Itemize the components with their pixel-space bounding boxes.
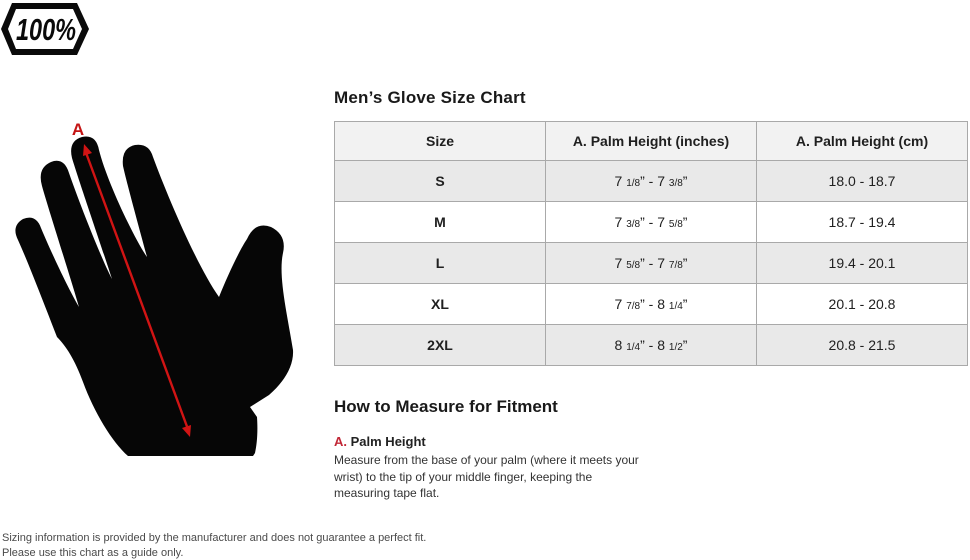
table-row: XL 7 7/8” - 8 1/4” 20.1 - 20.8	[334, 283, 968, 325]
measurement-label-a: A	[72, 120, 84, 139]
measurement-arrow-line	[83, 149, 191, 433]
cell-palm-height-cm: 19.4 - 20.1	[756, 242, 968, 284]
disclaimer-line-2: Please use this chart as a guide only.	[2, 547, 184, 560]
glove-measurement-diagram: A	[15, 120, 294, 457]
table-header-row: Size A. Palm Height (inches) A. Palm Hei…	[334, 121, 968, 161]
table-row: L 7 5/8” - 7 7/8” 19.4 - 20.1	[334, 242, 968, 284]
how-to-measure-title: How to Measure for Fitment	[334, 397, 558, 416]
logo-hexagon-inner	[8, 9, 82, 49]
table-row: 2XL 8 1/4” - 8 1/2” 20.8 - 21.5	[334, 324, 968, 366]
cell-palm-height-inches: 8 1/4” - 8 1/2”	[545, 324, 757, 366]
glove-silhouette	[15, 136, 294, 457]
size-chart-table: Size A. Palm Height (inches) A. Palm Hei…	[334, 121, 968, 366]
size-chart-title: Men’s Glove Size Chart	[334, 88, 526, 107]
measure-item-letter: A.	[334, 434, 347, 449]
cell-palm-height-cm: 18.0 - 18.7	[756, 160, 968, 202]
how-to-measure-section: How to Measure for Fitment A. Palm Heigh…	[334, 397, 968, 502]
measure-item-description: Measure from the base of your palm (wher…	[334, 453, 639, 501]
cell-palm-height-inches: 7 7/8” - 8 1/4”	[545, 283, 757, 325]
measurement-arrowhead-top	[83, 144, 92, 156]
cell-size: L	[334, 242, 546, 284]
cell-palm-height-cm: 20.1 - 20.8	[756, 283, 968, 325]
logo-text: 100%	[16, 12, 76, 47]
table-row: M 7 3/8” - 7 5/8” 18.7 - 19.4	[334, 201, 968, 243]
cell-size: XL	[334, 283, 546, 325]
brand-logo-100percent: 100%	[1, 3, 89, 55]
cell-palm-height-inches: 7 3/8” - 7 5/8”	[545, 201, 757, 243]
cell-palm-height-inches: 7 1/8” - 7 3/8”	[545, 160, 757, 202]
measure-item-palm-height: A. Palm Height	[334, 434, 968, 449]
cell-size: 2XL	[334, 324, 546, 366]
cell-size: M	[334, 201, 546, 243]
column-header-palm-height-inches: A. Palm Height (inches)	[545, 121, 757, 161]
measure-item-label: Palm Height	[350, 434, 426, 449]
table-row: S 7 1/8” - 7 3/8” 18.0 - 18.7	[334, 160, 968, 202]
column-header-palm-height-cm: A. Palm Height (cm)	[756, 121, 968, 161]
cell-palm-height-cm: 20.8 - 21.5	[756, 324, 968, 366]
cell-palm-height-inches: 7 5/8” - 7 7/8”	[545, 242, 757, 284]
size-chart-content: Men’s Glove Size Chart Size A. Palm Heig…	[334, 88, 968, 502]
column-header-size: Size	[334, 121, 546, 161]
disclaimer-line-1: Sizing information is provided by the ma…	[2, 532, 427, 544]
cell-size: S	[334, 160, 546, 202]
cell-palm-height-cm: 18.7 - 19.4	[756, 201, 968, 243]
measurement-arrowhead-bottom	[182, 425, 191, 437]
sizing-disclaimer: Sizing information is provided by the ma…	[2, 531, 426, 560]
